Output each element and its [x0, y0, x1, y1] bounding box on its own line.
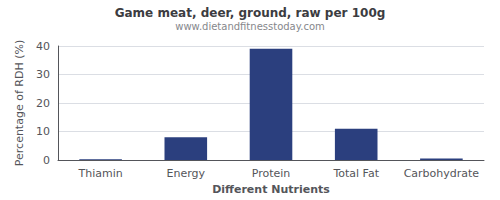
svg-text:Game meat, deer, ground, raw p: Game meat, deer, ground, raw per 100g [115, 6, 386, 20]
svg-text:Different Nutrients: Different Nutrients [212, 183, 330, 196]
svg-text:0: 0 [43, 154, 50, 167]
svg-text:Carbohydrate: Carbohydrate [404, 167, 480, 180]
svg-text:20: 20 [36, 97, 50, 110]
svg-text:30: 30 [36, 68, 50, 81]
svg-text:www.dietandfitnesstoday.com: www.dietandfitnesstoday.com [175, 21, 324, 32]
svg-text:Percentage of RDH (%): Percentage of RDH (%) [13, 40, 26, 166]
svg-text:Protein: Protein [252, 167, 291, 180]
svg-text:10: 10 [36, 125, 50, 138]
svg-text:Total Fat: Total Fat [332, 167, 379, 180]
svg-text:Energy: Energy [167, 167, 206, 180]
svg-text:Thiamin: Thiamin [77, 167, 122, 180]
svg-text:40: 40 [36, 40, 50, 53]
